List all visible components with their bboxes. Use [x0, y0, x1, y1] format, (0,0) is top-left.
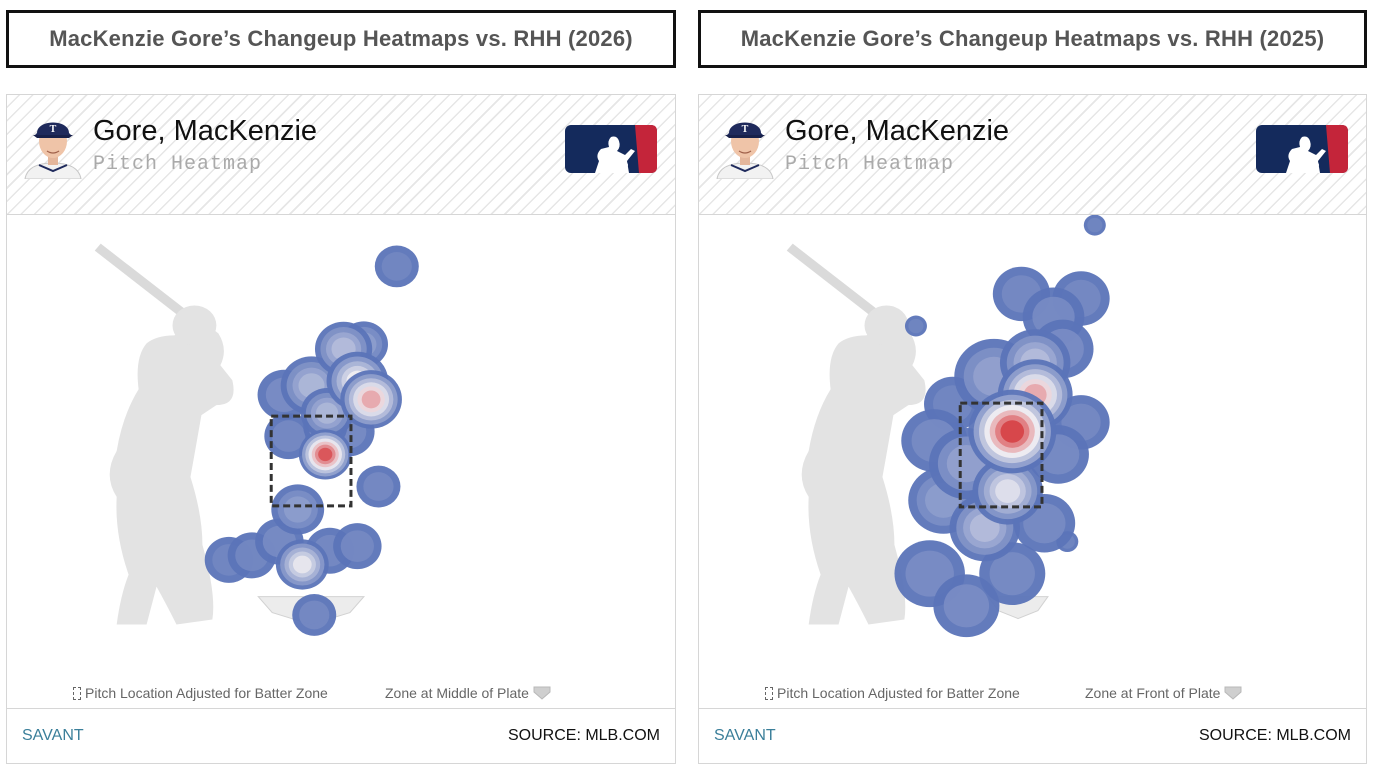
legend-zone-label: Pitch Location Adjusted for Batter Zone	[85, 685, 328, 701]
heat-contour	[340, 530, 374, 562]
heatmap-subtitle: Pitch Heatmap	[785, 153, 955, 176]
heat-blob	[374, 245, 419, 288]
dashed-zone-icon	[73, 686, 81, 700]
strike-zone	[269, 414, 353, 508]
batter-silhouette	[786, 243, 926, 625]
legend-plate: Zone at Front of Plate	[1085, 685, 1242, 701]
heat-blob	[1083, 215, 1106, 236]
player-avatar: T	[716, 122, 774, 179]
heat-blob	[292, 594, 337, 636]
player-name: Gore, MacKenzie	[785, 115, 1010, 147]
svg-text:T: T	[742, 124, 749, 135]
player-name: Gore, MacKenzie	[93, 115, 318, 147]
heatmap-density	[894, 215, 1110, 638]
heat-contour	[908, 318, 924, 334]
home-plate-icon	[533, 686, 551, 700]
heatmap-density	[204, 245, 419, 636]
heat-blob	[933, 574, 1000, 638]
heat-contour	[292, 555, 312, 574]
card-footer: SAVANT SOURCE: MLB.COM	[7, 708, 675, 763]
savant-link[interactable]: SAVANT	[22, 727, 84, 744]
card-header: T Gore, MacKenzie Pitch Heatmap	[699, 95, 1366, 215]
heatmap-card-2026: T Gore, MacKenzie Pitch Heatmap Pitch Lo…	[6, 94, 676, 764]
heat-contour	[943, 584, 990, 628]
heat-blob	[340, 370, 402, 429]
mlb-logo	[1256, 125, 1348, 173]
heat-blob	[333, 523, 382, 570]
svg-text:T: T	[50, 124, 57, 135]
heat-contour	[315, 402, 339, 424]
heat-blob	[298, 429, 352, 480]
heat-blob	[904, 315, 927, 337]
heat-contour	[381, 252, 412, 281]
heat-blob	[271, 484, 325, 535]
heat-blob	[275, 539, 329, 590]
heatmap-subtitle: Pitch Heatmap	[93, 153, 263, 176]
heat-blob	[356, 465, 401, 508]
heat-contour	[995, 479, 1021, 503]
legend-zone-label: Pitch Location Adjusted for Batter Zone	[777, 685, 1020, 701]
heat-contour	[1000, 420, 1025, 443]
batter-silhouette	[94, 243, 234, 625]
source-label: SOURCE: MLB.COM	[1198, 727, 1351, 744]
heat-contour	[361, 390, 381, 409]
heatmap-plot	[786, 215, 1110, 638]
batter-head-shape	[172, 305, 217, 346]
batter-body-shape	[109, 324, 234, 625]
heatmap-card-2025: T Gore, MacKenzie Pitch Heatmap Pitch Lo…	[698, 94, 1367, 764]
home-plate-icon	[1224, 686, 1242, 700]
heat-blob	[968, 389, 1057, 474]
panel-title-2025: MacKenzie Gore’s Changeup Heatmaps vs. R…	[698, 10, 1367, 68]
heat-blob	[972, 457, 1043, 525]
legend-plate-label: Zone at Front of Plate	[1085, 685, 1221, 701]
card-header: T Gore, MacKenzie Pitch Heatmap	[7, 95, 675, 215]
batter-body-shape	[801, 324, 926, 625]
heatmap-plot	[94, 243, 419, 636]
legend-plate-label: Zone at Middle of Plate	[385, 685, 529, 701]
legend-zone: Pitch Location Adjusted for Batter Zone	[73, 685, 328, 701]
legend-zone: Pitch Location Adjusted for Batter Zone	[765, 685, 1020, 701]
heat-contour	[989, 552, 1035, 596]
heat-contour	[1087, 217, 1103, 233]
savant-link[interactable]: SAVANT	[714, 727, 776, 744]
heat-contour	[283, 496, 312, 523]
legend-plate: Zone at Middle of Plate	[385, 685, 551, 701]
heat-contour	[318, 447, 333, 462]
heat-contour	[363, 472, 394, 501]
player-avatar: T	[24, 122, 82, 179]
dashed-zone-icon	[765, 686, 773, 700]
strike-zone	[958, 401, 1044, 509]
batter-head-shape	[864, 305, 909, 346]
heat-contour	[299, 600, 330, 630]
source-label: SOURCE: MLB.COM	[507, 727, 660, 744]
card-footer: SAVANT SOURCE: MLB.COM	[699, 708, 1366, 763]
panel-title-2026: MacKenzie Gore’s Changeup Heatmaps vs. R…	[6, 10, 676, 68]
heat-contour	[271, 420, 306, 452]
mlb-logo	[565, 125, 657, 173]
